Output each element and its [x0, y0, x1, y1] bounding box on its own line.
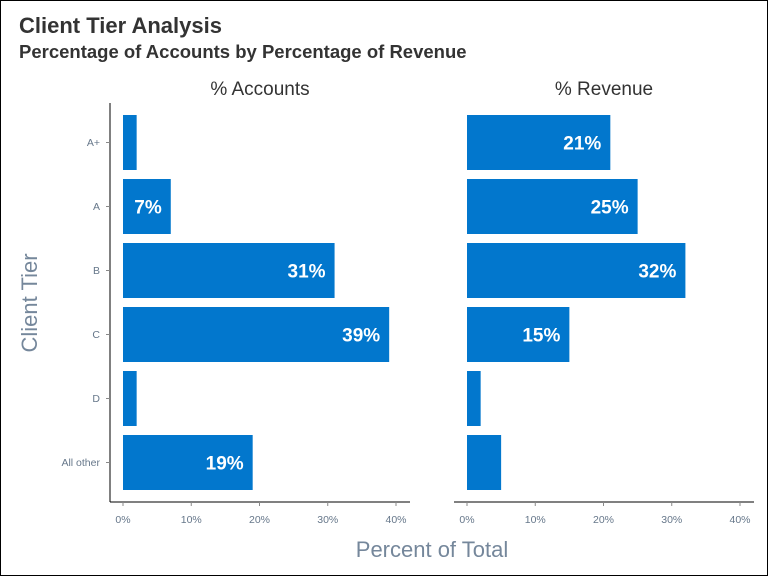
data-label-revenue-b: 32%	[638, 262, 676, 283]
y-tick-label-all-other: All other	[61, 457, 100, 469]
bar-revenue-a	[467, 115, 611, 170]
data-label-accounts-c: 39%	[342, 326, 380, 347]
bar-accounts-c	[123, 307, 390, 362]
bar-revenue-b	[467, 243, 686, 298]
x-tick-label-accounts-3: 30%	[317, 514, 338, 526]
x-tick-label-accounts-0: 0%	[115, 514, 130, 526]
x-tick-label-revenue-3: 30%	[661, 514, 682, 526]
data-label-accounts-a: 7%	[134, 198, 162, 219]
data-label-accounts-b: 31%	[288, 262, 326, 283]
y-tick-label-a: A+	[87, 137, 100, 149]
x-tick-label-accounts-2: 20%	[249, 514, 270, 526]
bar-revenue-all-other	[467, 435, 502, 490]
chart-subtitle: Percentage of Accounts by Percentage of …	[19, 41, 467, 62]
data-label-accounts-all-other: 19%	[206, 454, 244, 475]
y-tick-label-a: A	[93, 201, 100, 213]
y-tick-label-b: B	[93, 265, 100, 277]
bar-revenue-d	[467, 371, 481, 426]
bar-revenue-c	[467, 307, 570, 362]
x-tick-label-accounts-1: 10%	[181, 514, 202, 526]
data-label-revenue-a: 21%	[563, 134, 601, 155]
x-tick-label-accounts-4: 40%	[385, 514, 406, 526]
bar-accounts-a	[123, 179, 171, 234]
x-axis-title: Percent of Total	[356, 537, 508, 562]
facet-title-revenue: % Revenue	[555, 79, 653, 100]
x-tick-label-revenue-0: 0%	[459, 514, 474, 526]
y-tick-label-c: C	[92, 329, 100, 341]
x-tick-label-revenue-2: 20%	[593, 514, 614, 526]
data-label-revenue-c: 15%	[522, 326, 560, 347]
x-tick-label-revenue-1: 10%	[525, 514, 546, 526]
bar-revenue-a	[467, 179, 638, 234]
facet-title-accounts: % Accounts	[210, 79, 309, 100]
bar-accounts-d	[123, 371, 137, 426]
bar-accounts-all-other	[123, 435, 253, 490]
bar-accounts-b	[123, 243, 335, 298]
chart-title: Client Tier Analysis	[19, 13, 222, 38]
bar-accounts-a	[123, 115, 137, 170]
y-axis-title: Client Tier	[17, 253, 42, 352]
y-tick-label-d: D	[92, 393, 100, 405]
x-tick-label-revenue-4: 40%	[729, 514, 750, 526]
data-label-revenue-a: 25%	[591, 198, 629, 219]
